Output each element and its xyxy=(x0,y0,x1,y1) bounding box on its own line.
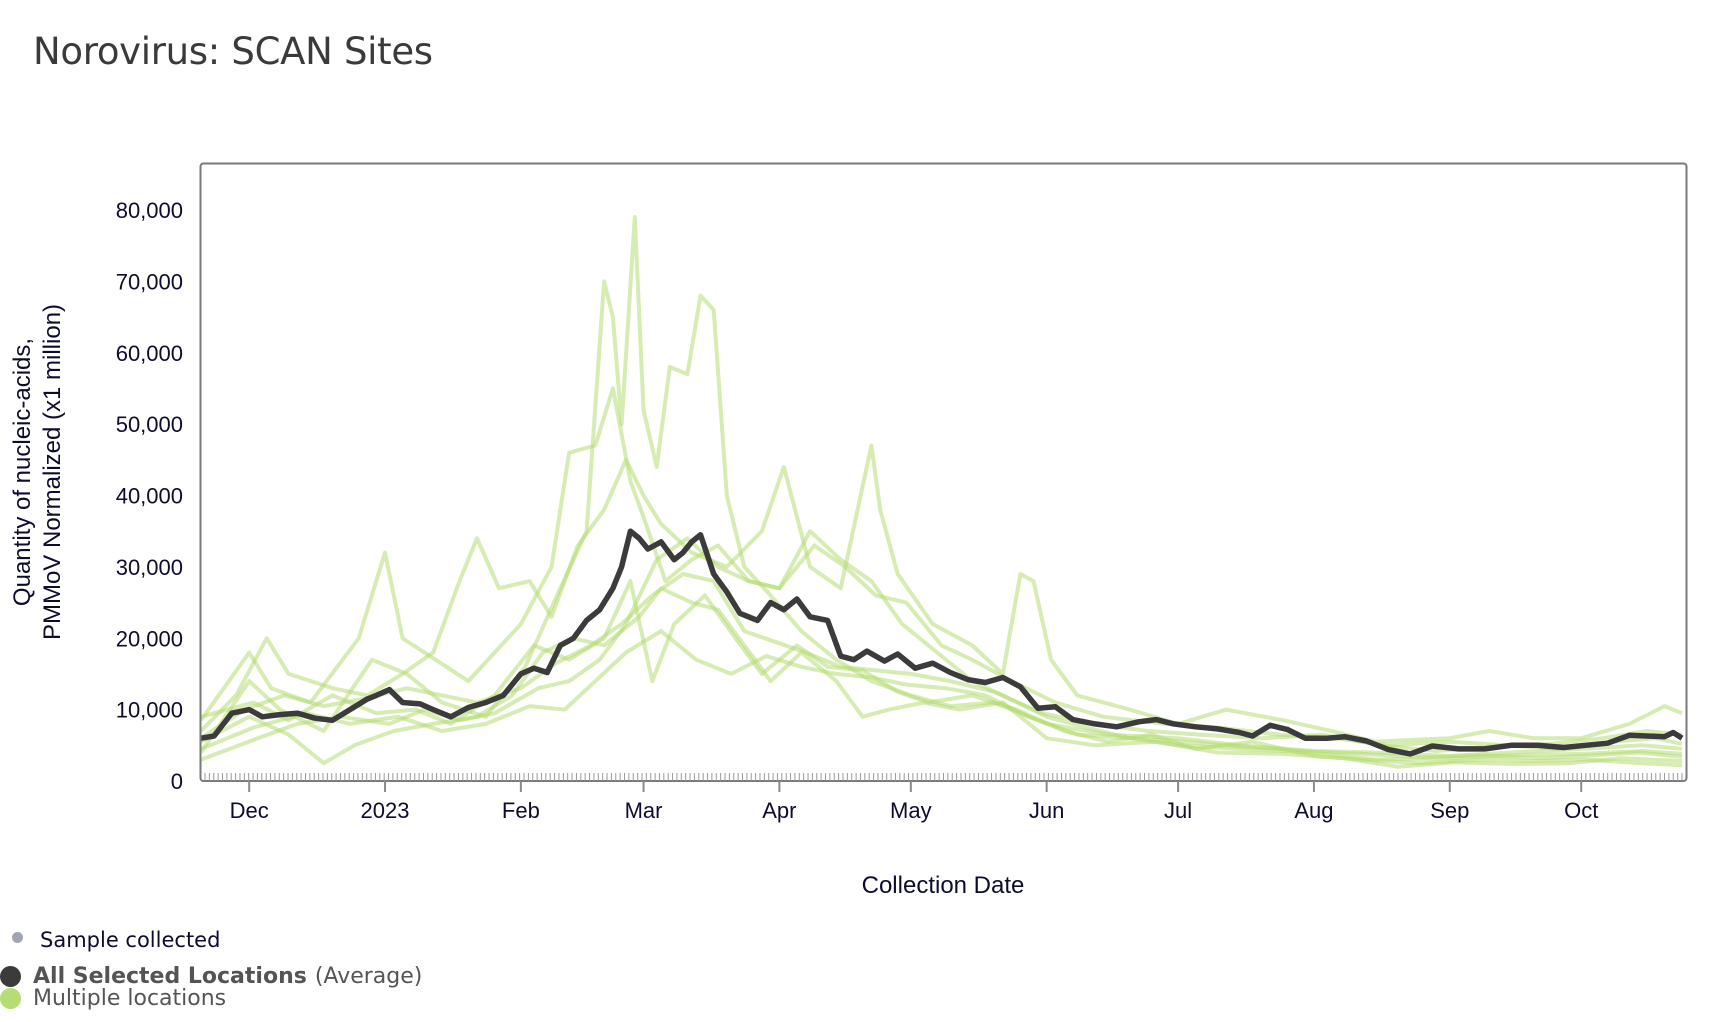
site-series-group xyxy=(201,215,1683,769)
x-tick-label: Apr xyxy=(762,798,796,823)
x-tick-label: Jun xyxy=(1029,798,1064,823)
y-tick-label: 70,000 xyxy=(116,269,183,294)
chart-title: Norovirus: SCAN Sites xyxy=(33,30,433,73)
x-tick-label: 2023 xyxy=(361,798,410,823)
y-tick-label: 40,000 xyxy=(116,484,183,509)
y-tick-label: 60,000 xyxy=(116,341,183,366)
legend-multiple-label: Multiple locations xyxy=(33,986,227,1011)
y-tick-label: 80,000 xyxy=(116,198,183,223)
norovirus-line-chart: Quantity of nucleic-acids, PMMoV Normaliz… xyxy=(9,162,1688,899)
legend: Sample collected All Selected Locations … xyxy=(0,928,520,1018)
x-tick-label: Feb xyxy=(502,798,540,823)
sample-dot-icon xyxy=(12,931,23,943)
x-tick-label: Oct xyxy=(1564,798,1598,823)
legend-average-suffix: (Average) xyxy=(314,964,423,989)
x-tick-label: Dec xyxy=(230,798,269,823)
x-tick-label: Jul xyxy=(1164,798,1192,823)
y-tick-label: 30,000 xyxy=(116,555,183,580)
y-tick-label: 10,000 xyxy=(116,698,183,723)
x-axis: Dec 2023 Feb Mar Apr May Jun Jul Aug Sep Oct xyxy=(204,773,1683,823)
y-tick-label: 50,000 xyxy=(116,412,183,437)
x-tick-label: Aug xyxy=(1294,798,1333,823)
average-dot-icon xyxy=(0,966,21,987)
y-axis-title-line: PMMoV Normalized (x1 million) xyxy=(39,304,66,640)
x-axis-title: Collection Date xyxy=(862,872,1025,899)
y-tick-label: 0 xyxy=(171,769,183,794)
y-tick-label: 20,000 xyxy=(116,626,183,651)
site-line-3[interactable] xyxy=(201,443,1683,744)
legend-item-multiple[interactable]: Multiple locations xyxy=(0,986,226,1011)
y-axis: 0 10,000 20,000 30,000 40,000 50,000 60,000 70,… xyxy=(116,198,183,794)
y-axis-title: Quantity of nucleic-acids, PMMoV Normaliz… xyxy=(9,304,66,640)
x-tick-label: Sep xyxy=(1430,798,1469,823)
site-line-8[interactable] xyxy=(201,629,1683,761)
x-tick-label: Mar xyxy=(625,798,663,823)
average-line[interactable] xyxy=(200,528,1684,757)
site-line-2[interactable] xyxy=(201,215,1683,758)
legend-sample-label: Sample collected xyxy=(40,928,221,952)
legend-average-label: All Selected Locations xyxy=(33,964,307,989)
legend-item-sample[interactable]: Sample collected xyxy=(12,928,220,952)
x-tick-label: May xyxy=(890,798,932,823)
multiple-dot-icon xyxy=(0,988,21,1009)
legend-item-average[interactable]: All Selected Locations (Average) xyxy=(0,964,422,989)
y-axis-title-line: Quantity of nucleic-acids, xyxy=(9,338,36,606)
average-series-group xyxy=(200,528,1684,757)
site-line-7[interactable] xyxy=(201,572,1683,753)
